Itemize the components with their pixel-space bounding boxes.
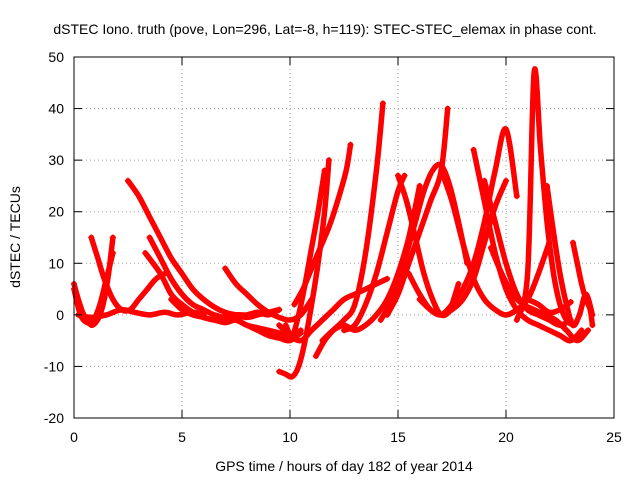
plus-marker — [282, 322, 289, 329]
plus-marker — [384, 311, 391, 318]
series-line-4 — [125, 178, 282, 321]
series-line-28 — [524, 296, 574, 316]
plus-marker — [544, 182, 551, 189]
plus-marker — [513, 317, 520, 324]
plus-marker — [276, 368, 283, 375]
plus-marker — [276, 322, 283, 329]
series-line-21 — [438, 167, 552, 318]
plus-marker — [470, 146, 477, 153]
series-line-6 — [142, 250, 304, 339]
x-tick-label: 15 — [390, 429, 406, 445]
series-line-27 — [570, 239, 596, 328]
plus-marker — [377, 317, 384, 324]
y-tick-label: 20 — [48, 204, 64, 220]
series-line-7 — [168, 296, 304, 344]
series-line-5 — [146, 234, 282, 321]
series-line-15 — [341, 172, 408, 334]
plus-marker — [416, 296, 423, 303]
plus-marker — [347, 141, 354, 148]
y-tick-label: 50 — [48, 49, 64, 65]
plus-marker — [438, 167, 445, 174]
series-line-22 — [470, 147, 585, 344]
plus-marker — [405, 270, 412, 277]
series-line-20 — [416, 126, 520, 318]
x-tick-label: 20 — [498, 429, 514, 445]
plus-marker — [569, 239, 576, 246]
plus-marker — [585, 327, 592, 334]
x-tick-label: 0 — [70, 429, 78, 445]
series-line-24 — [488, 245, 591, 344]
plus-marker — [146, 234, 153, 241]
plus-marker — [481, 177, 488, 184]
plus-marker — [379, 100, 386, 107]
x-tick-label: 10 — [282, 429, 298, 445]
plus-marker — [291, 301, 298, 308]
plus-marker — [109, 249, 116, 256]
plus-marker — [524, 296, 531, 303]
plus-marker — [567, 298, 574, 305]
plus-marker — [503, 177, 509, 184]
plus-marker — [487, 244, 494, 251]
plus-marker — [276, 306, 283, 313]
plot-frame — [73, 56, 615, 419]
plus-marker — [384, 275, 391, 282]
plus-marker — [222, 265, 229, 272]
x-tick-label: 5 — [178, 429, 186, 445]
axis-ticks — [73, 56, 615, 419]
plus-marker — [125, 177, 131, 184]
plus-marker — [416, 182, 423, 189]
y-tick-label: -10 — [44, 358, 64, 374]
y-tick-label: 0 — [56, 307, 64, 323]
x-axis-label: GPS time / hours of day 182 of year 2014 — [215, 458, 473, 474]
plus-marker — [589, 322, 596, 329]
plus-marker — [341, 327, 347, 334]
y-tick-label: -20 — [44, 410, 64, 426]
plus-marker — [455, 280, 462, 287]
chart-title: dSTEC Iono. truth (pove, Lon=296, Lat=-8… — [53, 21, 596, 37]
plus-marker — [321, 167, 328, 174]
series-line-12 — [291, 141, 354, 308]
plus-marker — [444, 105, 451, 112]
plus-marker — [395, 172, 401, 179]
plus-marker — [513, 193, 520, 200]
plus-marker — [578, 327, 585, 334]
series-line-25 — [514, 66, 576, 328]
y-tick-label: 40 — [48, 101, 64, 117]
plus-marker — [88, 234, 95, 241]
x-tick-labels: 0 5 10 15 20 25 — [70, 429, 622, 445]
y-axis-label: dSTEC / TECUs — [7, 186, 23, 288]
plus-marker — [168, 296, 175, 303]
plus-marker — [297, 329, 304, 336]
y-tick-label: 10 — [48, 255, 64, 271]
series-line-9 — [276, 276, 390, 344]
grid-lines — [74, 57, 614, 418]
plus-marker — [401, 172, 408, 179]
plus-marker — [142, 249, 149, 256]
plus-marker — [109, 234, 116, 241]
y-tick-label: 30 — [48, 152, 64, 168]
x-tick-label: 25 — [606, 429, 622, 445]
data-series — [71, 66, 596, 380]
plus-marker — [325, 157, 332, 164]
series-line-10 — [276, 157, 332, 380]
plus-marker — [319, 337, 326, 344]
y-tick-labels: -20 -10 0 10 20 30 40 50 — [44, 49, 64, 426]
plus-marker — [312, 353, 319, 360]
